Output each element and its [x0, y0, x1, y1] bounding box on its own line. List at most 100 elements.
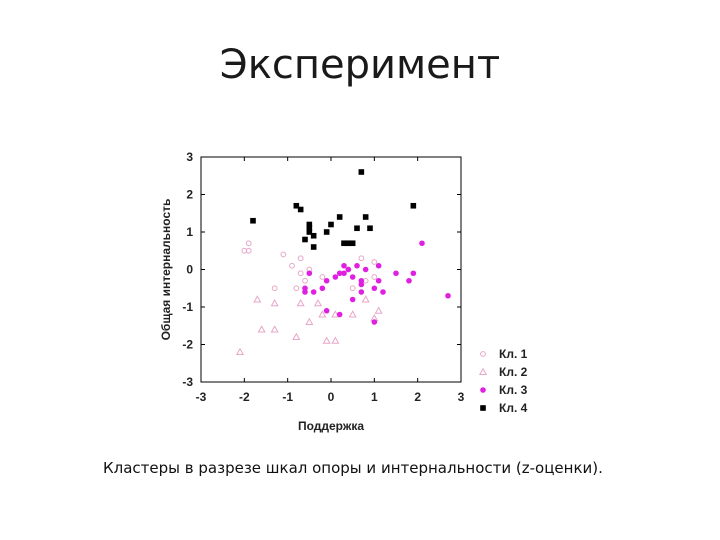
series-3-point — [302, 289, 308, 295]
series-3-point — [323, 307, 330, 314]
series-3-point — [358, 289, 365, 295]
series-2-point — [313, 299, 323, 307]
series-2-point — [270, 299, 279, 307]
y-tick-label: -1 — [182, 300, 193, 314]
series-3-point — [336, 270, 343, 277]
series-1-point — [289, 262, 295, 269]
series-2-point — [292, 332, 301, 341]
series-1-point — [271, 285, 278, 292]
series-3-point — [410, 270, 417, 277]
series-4-point — [367, 225, 373, 232]
legend-marker-3 — [480, 387, 486, 393]
series-4-point — [336, 214, 343, 220]
series-3-point — [371, 319, 378, 325]
series-2-point — [235, 347, 245, 356]
series-1-point — [293, 285, 300, 292]
series-1-point — [245, 247, 252, 254]
series-3-point — [345, 266, 352, 273]
series-2-point — [331, 336, 340, 344]
series-1-point — [349, 285, 356, 292]
series-2-point — [253, 295, 262, 303]
legend-label-4: Кл. 4 — [499, 401, 528, 415]
x-tick-label: 2 — [414, 390, 421, 404]
series-4-point — [293, 202, 300, 209]
x-tick-label: 0 — [328, 390, 335, 404]
legend-marker-2 — [478, 367, 488, 376]
series-1-point — [297, 270, 304, 277]
series-3-point — [362, 266, 369, 273]
series-4-point — [306, 229, 313, 235]
y-tick-label: 0 — [186, 263, 193, 277]
series-2-point — [270, 325, 279, 333]
series-4-point — [410, 202, 417, 209]
series-3-point — [393, 270, 399, 277]
series-4-point — [349, 240, 356, 247]
series-1-point — [371, 274, 378, 280]
x-tick-label: 3 — [458, 390, 465, 404]
slide-title: Эксперимент — [219, 42, 501, 88]
series-1-point — [302, 277, 308, 284]
x-tick-label: -2 — [239, 390, 250, 404]
legend-label-2: Кл. 2 — [499, 365, 528, 379]
series-4-point — [358, 169, 365, 175]
series-1-point — [371, 259, 378, 265]
series-3-point — [371, 285, 378, 292]
series-3-point — [332, 274, 339, 280]
series-3-point — [354, 262, 360, 269]
series-2-point — [322, 336, 331, 344]
series-3-point — [406, 277, 412, 284]
x-axis-label: Поддержка — [298, 419, 364, 433]
x-tick-label: -1 — [282, 390, 293, 404]
series-4-point — [250, 217, 256, 224]
series-2-point — [318, 310, 327, 318]
series-4-point — [323, 229, 330, 235]
series-3-point — [319, 285, 326, 292]
series-1-point — [319, 274, 326, 280]
series-4-point — [302, 236, 308, 243]
series-3-point — [349, 296, 356, 303]
series-3-point — [336, 311, 343, 318]
series-4-point — [362, 214, 369, 220]
legend-label-3: Кл. 3 — [499, 383, 528, 397]
series-3-point — [380, 289, 386, 295]
legend-marker-1 — [480, 351, 486, 357]
series-3-point — [341, 270, 347, 277]
y-tick-label: 3 — [186, 150, 193, 164]
x-tick-label: 1 — [371, 390, 378, 404]
y-axis-label: Общая интернальность — [159, 199, 173, 341]
y-tick-label: -3 — [182, 375, 193, 389]
slide-caption: Кластеры в разрезе шкал опоры и интернал… — [103, 459, 603, 477]
series-3-point — [445, 292, 451, 299]
series-2-point — [305, 317, 314, 326]
series-1-point — [245, 240, 252, 247]
series-2-point — [257, 325, 266, 333]
y-tick-label: 2 — [186, 188, 193, 202]
series-2-point — [348, 310, 357, 318]
series-3-point — [349, 274, 356, 280]
series-3-point — [419, 240, 425, 247]
series-4-point — [310, 232, 317, 239]
series-3-point — [375, 277, 382, 284]
series-2-point — [374, 306, 383, 314]
series-3-point — [341, 262, 347, 269]
x-tick-label: -3 — [196, 390, 207, 404]
y-tick-label: -2 — [182, 338, 193, 352]
series-3-point — [358, 281, 365, 288]
series-1-point — [297, 255, 304, 262]
series-3-point — [375, 262, 382, 269]
series-4-point — [345, 240, 352, 247]
series-4-point — [306, 225, 313, 232]
series-4-point — [341, 240, 347, 247]
series-1-point — [358, 255, 365, 262]
legend-label-1: Кл. 1 — [499, 347, 528, 361]
series-4-point — [328, 221, 334, 228]
series-4-point — [310, 244, 317, 250]
series-1-point — [280, 251, 287, 258]
series-3-point — [310, 289, 317, 295]
series-4-point — [354, 225, 360, 232]
series-4-point — [297, 206, 304, 213]
legend-marker-4 — [480, 405, 486, 411]
series-2-point — [361, 295, 370, 303]
series-3-point — [306, 270, 313, 277]
